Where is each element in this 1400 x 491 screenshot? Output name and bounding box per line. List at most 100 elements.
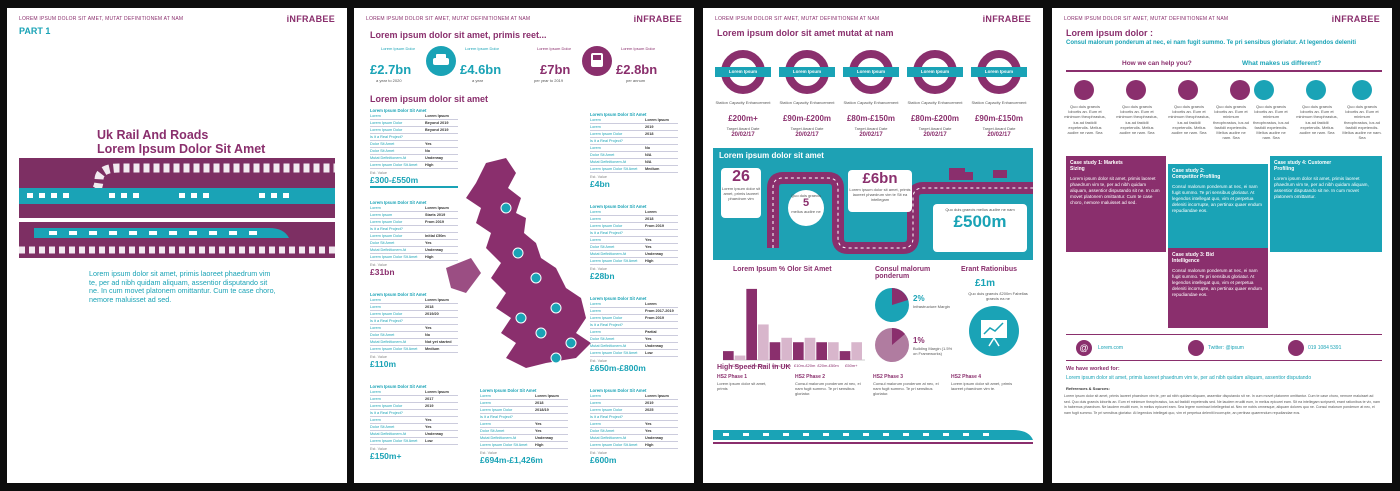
ring-date: 20/02/17	[795, 132, 819, 138]
table-row: Mutat Definitionem At Underway	[590, 435, 678, 443]
est-value: £600m	[590, 455, 617, 466]
stat-label: Lorem Ipsum Dolor	[380, 46, 415, 51]
stat-post: melius audire ne	[791, 209, 821, 215]
case-text: Consul malorum ponderum at nec, ei nam f…	[1172, 268, 1262, 297]
page-header: LOREM IPSUM DOLOR SIT AMET, MUTAT DEFINI…	[1064, 16, 1229, 22]
page-title: Lorem ipsum dolor sit amet, primis reet.…	[370, 30, 547, 40]
table-row: Lorem Ipsum Dolor 2025	[590, 407, 678, 415]
icon-caption: Quo duis graecis lobortis an. Eum et min…	[1168, 104, 1210, 136]
checklist-icon	[1306, 80, 1326, 100]
table-row: Dolor Sit Amet Yes	[370, 141, 458, 149]
section-title: Lorem ipsum dolor sit amet	[370, 94, 489, 104]
ring-label: Lorem Ipsum	[971, 67, 1027, 77]
table-row: Mutat Definitionem At Underway	[590, 343, 678, 351]
phase-text: Consul malorum ponderum at nec, ei nam f…	[873, 381, 939, 397]
stat-label: Lorem Ipsum Dolor	[536, 46, 571, 51]
page-header: LOREM IPSUM DOLOR SIT AMET, MUTAT DEFINI…	[715, 16, 880, 22]
page-2: LOREM IPSUM DOLOR SIT AMET, MUTAT DEFINI…	[354, 8, 694, 483]
team-icon	[1352, 80, 1372, 100]
table-row: Lorem Yes	[370, 325, 458, 333]
table-head: Lorem Ipsum Dolor Sit Amet	[370, 292, 427, 297]
table-row: Lorem Ipsum Dolor From 2019	[590, 223, 678, 231]
ring-value: £200m+	[728, 114, 758, 123]
page-header: LOREM IPSUM DOLOR SIT AMET, MUTAT DEFINI…	[366, 16, 531, 22]
logo: iNFRABEE	[633, 14, 682, 24]
phase-name: HS2 Phase 3	[873, 374, 904, 380]
logo: iNFRABEE	[286, 14, 335, 24]
table-row: Lorem Ipsum Dolor Sit Amet Low	[370, 438, 458, 446]
contact-web[interactable]: Lorem.com	[1098, 345, 1124, 351]
stat-value: £2.8bn	[616, 62, 658, 77]
table-row: Dolor Sit Amet No	[370, 148, 458, 156]
phone-icon	[1288, 340, 1304, 356]
project-table: Lorem Ipsum Dolor Sit Amet Lorem Lorem Ip…	[370, 384, 458, 461]
stat-circle: Quo duis graecis 5 melius audire ne	[788, 190, 824, 226]
table-row: Is it a Real Project?	[370, 410, 458, 418]
stat-text: Lorem ipsum dolor sit amet, primis laore…	[849, 187, 911, 203]
ring-date: 20/02/17	[731, 132, 755, 138]
chart-bar	[723, 351, 734, 360]
stat-pre: Quo duis graecis	[790, 193, 821, 198]
ring-label: Lorem Ipsum	[907, 67, 963, 77]
page-1: LOREM IPSUM DOLOR SIT AMET, MUTAT DEFINI…	[7, 8, 347, 483]
table-row: Lorem Partial	[590, 329, 678, 337]
ring-value: £90m-£150m	[974, 114, 1024, 123]
table-row: Dolor Sit Amet Yes	[480, 428, 568, 436]
table-row: Lorem Yes	[590, 421, 678, 429]
stat-value: £4.6bn	[460, 62, 502, 77]
chart-title: Lorem Ipsum % Olor Sit Amet	[733, 266, 832, 273]
table-row: Mutat Definitionem At Underway	[480, 435, 568, 443]
table-row: Lorem Ipsum Dolor Sit Amet High	[370, 162, 458, 170]
table-row: Lorem 2017	[370, 396, 458, 404]
logo: iNFRABEE	[982, 14, 1031, 24]
icon-caption: Quo duis graecis lobortis an. Eum et min…	[1116, 104, 1158, 136]
table-row: Lorem Ipsum Dolor Sit Amet High	[480, 442, 568, 450]
table-row: Dolor Sit Amet Yes	[370, 240, 458, 248]
cover-title-line2: Lorem Ipsum Dolor Sit Amet	[97, 142, 266, 156]
consul1-value: 2%	[913, 294, 925, 303]
chart-bar	[734, 355, 746, 360]
table-head: Lorem Ipsum Dolor Sit Amet	[370, 384, 427, 389]
table-row: Lorem 2018	[590, 216, 678, 224]
worked-title: We have worked for:	[1066, 366, 1120, 372]
train-illustration	[19, 158, 335, 258]
consul1-text: Infrastructure Margin	[913, 304, 950, 309]
ring-value: £80m-£150m	[846, 114, 896, 123]
table-head: Lorem Ipsum Dolor Sit Amet	[370, 108, 427, 113]
project-table: Lorem Ipsum Dolor Sit Amet Lorem Lorem Ip…	[370, 200, 458, 277]
est-value-label: Est. Value	[590, 267, 608, 272]
est-value: £150m+	[370, 451, 402, 462]
chart-bar	[828, 342, 839, 360]
est-value-label: Est. Value	[370, 355, 388, 360]
table-row: Lorem Lorem Ipsum	[590, 117, 678, 125]
chart-bar	[793, 342, 804, 360]
ring-caption: Station Capacity Enhancement	[779, 100, 835, 105]
phase-name: HS2 Phase 1	[717, 374, 748, 380]
case-text: Lorem ipsum dolor sit amet, primis laore…	[1070, 176, 1160, 205]
table-row: Mutat Definitionem At Underway	[370, 155, 458, 163]
table-head: Lorem Ipsum Dolor Sit Amet	[590, 388, 647, 393]
table-row: Lorem Ipsum Dolor 2018/19	[480, 407, 568, 415]
chart-bar	[816, 342, 827, 360]
ring-date: 20/02/17	[859, 132, 883, 138]
table-row: Dolor Sit Amet N/A	[590, 152, 678, 160]
ring-date-label: Target Award Date	[982, 126, 1016, 131]
ring-caption: Station Capacity Enhancement	[843, 100, 899, 105]
est-value: £110m	[370, 359, 396, 370]
case-title: Case study 4: Customer Profiling	[1274, 160, 1332, 172]
contact-twitter[interactable]: Twitter: @ipsum	[1208, 345, 1244, 351]
table-row: Lorem Lorem Ipsum	[370, 113, 458, 121]
table-row: Lorem No	[590, 145, 678, 153]
stat-number: £6bn	[862, 170, 898, 187]
table-row: Dolor Sit Amet Yes	[590, 336, 678, 344]
table-row: Lorem Ipsum Dolor Initial £50m	[370, 233, 458, 241]
phase-text: Lorem ipsum dolor sit amet, primis	[717, 381, 767, 392]
clock-icon	[1126, 80, 1146, 100]
contact-phone[interactable]: 019 1084 5391	[1308, 345, 1342, 351]
table-head: Lorem Ipsum Dolor Sit Amet	[590, 112, 647, 117]
est-value: £300-£550m	[370, 175, 419, 186]
cover-body-text: Lorem ipsum dolor sit amet, primis laore…	[89, 269, 276, 304]
cover-title: Uk Rail And Roads Lorem Ipsum Dolor Sit …	[97, 128, 265, 156]
est-value-label: Est. Value	[370, 447, 388, 452]
ring-date: 20/02/17	[923, 132, 947, 138]
